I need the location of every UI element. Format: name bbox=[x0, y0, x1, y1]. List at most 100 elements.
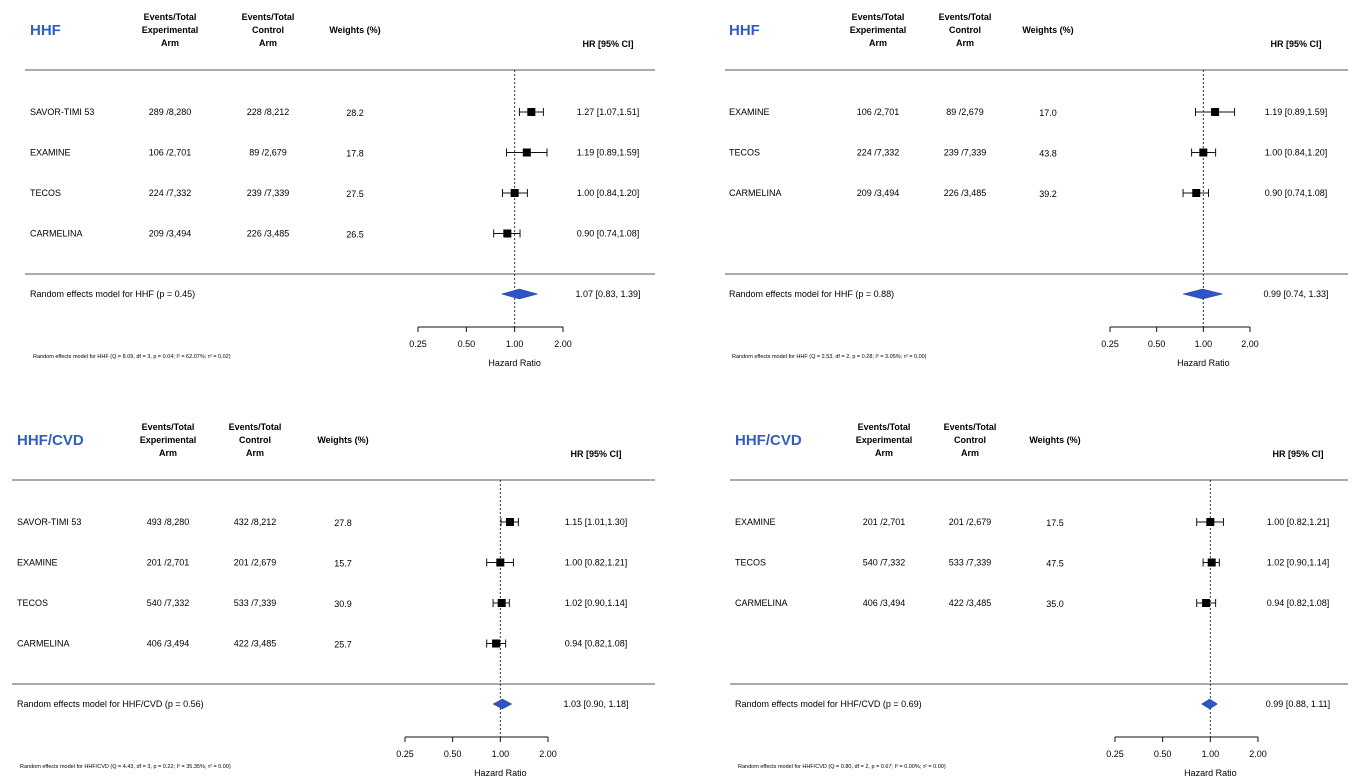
study-events-experimental: 201 /2,701 bbox=[863, 517, 906, 527]
header-events-control: Arm bbox=[956, 38, 974, 48]
study-events-experimental: 493 /8,280 bbox=[147, 517, 190, 527]
study-weight: 27.8 bbox=[334, 518, 352, 528]
study-point-estimate bbox=[510, 189, 519, 197]
x-axis-tick-label: 1.00 bbox=[1202, 749, 1220, 759]
x-axis-tick-label: 0.50 bbox=[458, 339, 476, 349]
study-point-estimate bbox=[1211, 108, 1220, 116]
study-point-estimate bbox=[492, 639, 501, 648]
study-point-estimate bbox=[1199, 148, 1208, 157]
study-point-estimate bbox=[1207, 558, 1216, 567]
header-events-experimental: Arm bbox=[869, 38, 887, 48]
study-point-estimate bbox=[522, 148, 531, 157]
study-weight: 27.5 bbox=[346, 189, 364, 199]
study-hr-ci-label: 1.27 [1.07,1.51] bbox=[577, 107, 640, 117]
study-events-control: 226 /3,485 bbox=[944, 188, 987, 198]
header-weights: Weights (%) bbox=[317, 435, 368, 445]
study-point-estimate bbox=[503, 229, 512, 238]
header-hr-ci: HR [95% CI] bbox=[582, 39, 633, 49]
study-point-estimate bbox=[1202, 599, 1211, 607]
study-events-experimental: 224 /7,332 bbox=[149, 188, 192, 198]
study-events-control: 239 /7,339 bbox=[944, 148, 987, 158]
header-events-experimental: Experimental bbox=[850, 25, 907, 35]
study-events-control: 201 /2,679 bbox=[949, 517, 992, 527]
header-events-control: Events/Total bbox=[242, 12, 295, 22]
panel-title: HHF bbox=[30, 22, 61, 39]
header-events-experimental: Arm bbox=[161, 38, 179, 48]
x-axis-tick-label: 2.00 bbox=[1249, 749, 1267, 759]
study-events-control: 432 /8,212 bbox=[234, 517, 277, 527]
study-events-control: 89 /2,679 bbox=[249, 148, 287, 158]
study-point-estimate bbox=[505, 518, 514, 526]
study-events-experimental: 106 /2,701 bbox=[857, 107, 900, 117]
header-events-experimental: Events/Total bbox=[142, 422, 195, 432]
study-hr-ci-label: 0.90 [0.74,1.08] bbox=[1265, 188, 1328, 198]
study-weight: 30.9 bbox=[334, 599, 352, 609]
x-axis-tick-label: 0.25 bbox=[409, 339, 427, 349]
study-events-control: 239 /7,339 bbox=[247, 188, 290, 198]
x-axis-tick-label: 0.50 bbox=[1154, 749, 1172, 759]
study-name: TECOS bbox=[17, 598, 48, 608]
study-hr-ci-label: 1.15 [1.01,1.30] bbox=[565, 517, 628, 527]
header-events-control: Arm bbox=[961, 448, 979, 458]
study-hr-ci-label: 1.00 [0.82,1.21] bbox=[565, 558, 628, 568]
header-events-experimental: Experimental bbox=[140, 435, 197, 445]
study-weight: 17.5 bbox=[1046, 518, 1064, 528]
heterogeneity-footnote: Random effects model for HHF (Q = 8.09, … bbox=[33, 354, 231, 360]
header-events-control: Control bbox=[252, 25, 284, 35]
study-weight: 15.7 bbox=[334, 559, 352, 569]
x-axis-tick-label: 2.00 bbox=[554, 339, 572, 349]
study-name: CARMELINA bbox=[30, 229, 83, 239]
study-name: EXAMINE bbox=[735, 517, 776, 527]
header-events-control: Events/Total bbox=[944, 422, 997, 432]
study-name: CARMELINA bbox=[17, 639, 70, 649]
summary-ci-label: 0.99 [0.88, 1.11] bbox=[1266, 699, 1330, 709]
heterogeneity-footnote: Random effects model for HHF/CVD (Q = 0.… bbox=[738, 764, 946, 770]
study-name: EXAMINE bbox=[729, 107, 770, 117]
x-axis-tick-label: 1.00 bbox=[492, 749, 510, 759]
x-axis-tick-label: 0.50 bbox=[444, 749, 462, 759]
study-name: TECOS bbox=[729, 148, 760, 158]
header-events-experimental: Experimental bbox=[856, 435, 913, 445]
study-weight: 26.5 bbox=[346, 230, 364, 240]
study-point-estimate bbox=[497, 599, 506, 607]
x-axis-tick-label: 2.00 bbox=[539, 749, 557, 759]
study-events-experimental: 201 /2,701 bbox=[147, 558, 190, 568]
study-name: SAVOR-TIMI 53 bbox=[17, 517, 81, 527]
study-hr-ci-label: 1.00 [0.84,1.20] bbox=[1265, 148, 1328, 158]
study-hr-ci-label: 1.00 [0.82,1.21] bbox=[1267, 517, 1330, 527]
x-axis-tick-label: 0.25 bbox=[1101, 339, 1119, 349]
header-events-experimental: Arm bbox=[159, 448, 177, 458]
header-events-control: Control bbox=[949, 25, 981, 35]
study-weight: 25.7 bbox=[334, 640, 352, 650]
heterogeneity-footnote: Random effects model for HHF (Q = 2.53, … bbox=[732, 354, 927, 360]
study-point-estimate bbox=[1206, 518, 1215, 526]
summary-label: Random effects model for HHF/CVD (p = 0.… bbox=[17, 699, 204, 709]
summary-diamond bbox=[1201, 698, 1218, 710]
study-name: CARMELINA bbox=[729, 188, 782, 198]
study-hr-ci-label: 1.02 [0.90,1.14] bbox=[565, 598, 628, 608]
header-events-experimental: Arm bbox=[875, 448, 893, 458]
study-events-experimental: 406 /3,494 bbox=[147, 639, 190, 649]
summary-label: Random effects model for HHF (p = 0.45) bbox=[30, 289, 195, 299]
study-hr-ci-label: 1.02 [0.90,1.14] bbox=[1267, 558, 1330, 568]
study-events-control: 533 /7,339 bbox=[234, 598, 277, 608]
x-axis-label: Hazard Ratio bbox=[474, 768, 527, 778]
summary-label: Random effects model for HHF (p = 0.88) bbox=[729, 289, 894, 299]
x-axis-label: Hazard Ratio bbox=[488, 358, 541, 368]
panel-title: HHF/CVD bbox=[735, 432, 802, 449]
header-events-experimental: Events/Total bbox=[858, 422, 911, 432]
study-name: EXAMINE bbox=[30, 148, 71, 158]
x-axis-label: Hazard Ratio bbox=[1184, 768, 1237, 778]
study-name: EXAMINE bbox=[17, 558, 58, 568]
x-axis-tick-label: 1.00 bbox=[1195, 339, 1213, 349]
study-point-estimate bbox=[1192, 189, 1201, 197]
study-events-experimental: 224 /7,332 bbox=[857, 148, 900, 158]
study-weight: 28.2 bbox=[346, 108, 364, 118]
study-events-experimental: 289 /8,280 bbox=[149, 107, 192, 117]
summary-ci-label: 0.99 [0.74, 1.33] bbox=[1263, 289, 1328, 299]
study-events-experimental: 540 /7,332 bbox=[863, 558, 906, 568]
header-hr-ci: HR [95% CI] bbox=[1270, 39, 1321, 49]
header-hr-ci: HR [95% CI] bbox=[570, 449, 621, 459]
study-events-experimental: 209 /3,494 bbox=[857, 188, 900, 198]
